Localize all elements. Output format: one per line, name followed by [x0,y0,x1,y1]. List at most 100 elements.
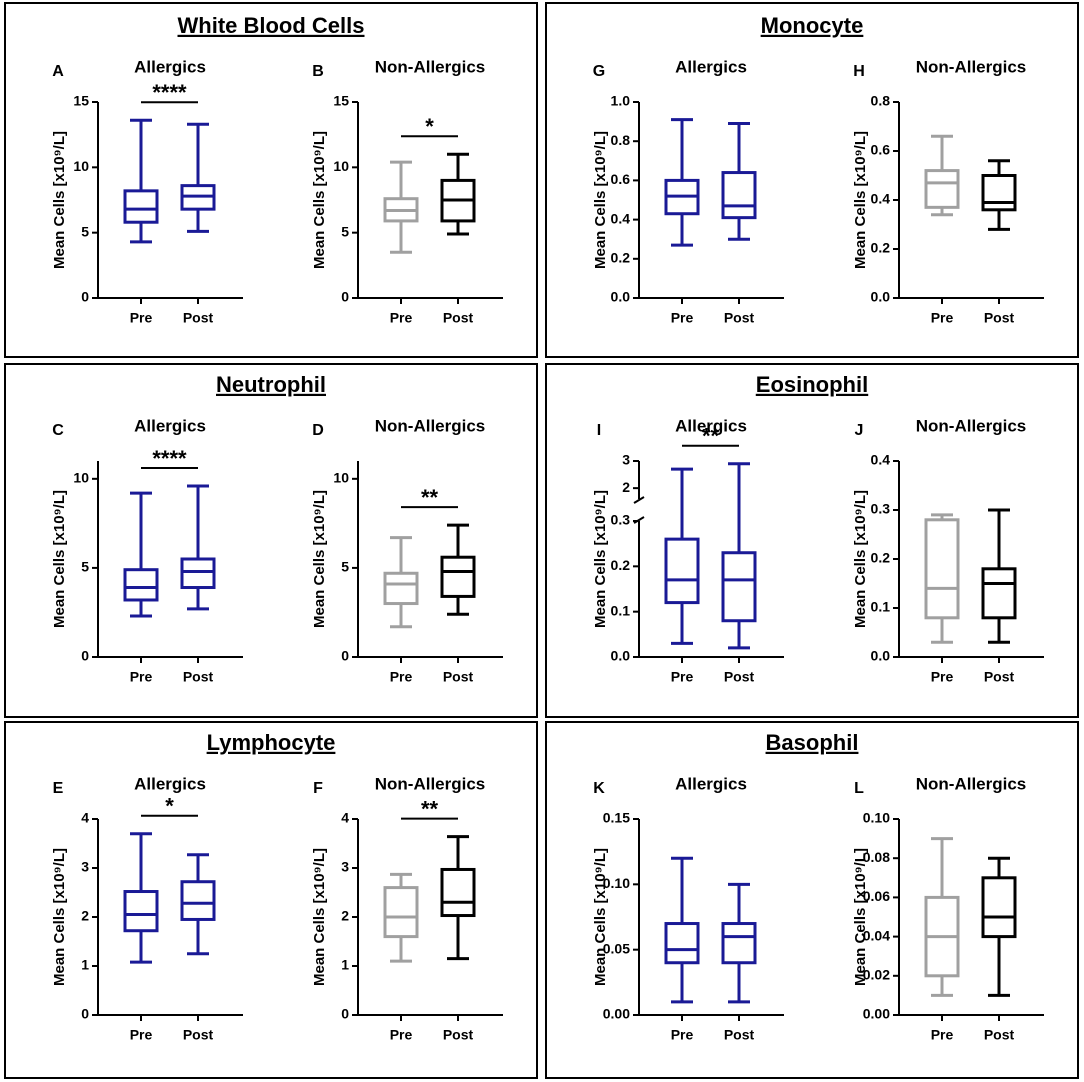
y-tick-label: 5 [81,559,89,575]
y-tick-label: 5 [341,223,349,239]
box [383,886,419,939]
x-tick-label: Pre [390,669,413,685]
y-tick-label: 0.1 [871,599,891,615]
significance-label: **** [152,446,187,471]
box [981,876,1017,939]
y-tick-label: 0.2 [871,240,891,256]
y-axis-label: Mean Cells [x10⁹/L] [51,490,68,628]
panel-title: Monocyte [761,13,864,38]
y-tick-label: 10 [73,470,89,486]
box [721,171,757,220]
panel-letter: D [312,422,324,439]
chart-title: Allergics [134,416,206,435]
box [924,518,960,620]
panel-letter: I [597,422,601,439]
y-tick-label: 1 [81,957,89,973]
y-tick-label: 0.0 [611,289,631,305]
y-tick-label: 15 [73,93,89,109]
box [123,568,159,602]
x-tick-label: Post [443,1027,474,1043]
box [123,890,159,933]
x-tick-label: Pre [390,1027,413,1043]
y-tick-label: 0.4 [871,191,891,207]
panel-frame [545,721,1079,1079]
y-tick-label: 3 [81,859,89,875]
y-tick-label: 0 [81,648,89,664]
y-axis-label: Mean Cells [x10⁹/L] [51,848,68,986]
box [440,867,476,918]
y-tick-label: 0.06 [863,888,890,904]
chart-title: Allergics [675,57,747,76]
panel-letter: A [52,63,64,80]
panel-letter: H [853,63,865,80]
box [180,880,216,921]
y-tick-label: 0.3 [871,501,891,517]
y-axis-label: Mean Cells [x10⁹/L] [311,848,328,986]
panel-letter: L [854,780,864,797]
panel-title: Lymphocyte [207,730,336,755]
chart-title: Non-Allergics [916,416,1027,435]
y-tick-label: 0.00 [863,1006,890,1022]
x-tick-label: Post [443,310,474,326]
y-tick-label: 0 [341,648,349,664]
x-tick-label: Pre [130,310,153,326]
y-tick-label: 4 [81,810,89,826]
box [981,174,1017,212]
y-tick-label: 0.2 [611,250,631,266]
chart-title: Allergics [675,774,747,793]
y-axis-label: Mean Cells [x10⁹/L] [852,490,869,628]
y-tick-label: 1.0 [611,93,631,109]
y-tick-label: 10 [333,470,349,486]
significance-label: ** [421,796,439,821]
y-tick-label: 0.08 [863,849,890,865]
box [123,189,159,224]
x-tick-label: Post [984,310,1015,326]
y-tick-label: 0 [341,289,349,305]
y-tick-label: 15 [333,93,349,109]
y-tick-label: 0.10 [603,875,630,891]
y-tick-label: 0.6 [871,142,891,158]
box [664,922,700,965]
y-tick-label: 0.0 [871,648,891,664]
significance-label: ** [421,485,439,510]
box [924,169,960,209]
panel-frame [545,2,1079,358]
chart-title: Allergics [134,57,206,76]
x-tick-label: Pre [671,1027,694,1043]
box [721,922,757,965]
x-tick-label: Pre [931,1027,954,1043]
panel-title: Eosinophil [756,372,868,397]
chart-title: Non-Allergics [375,774,486,793]
y-axis-label: Mean Cells [x10⁹/L] [852,848,869,986]
y-axis-label: Mean Cells [x10⁹/L] [592,490,609,628]
y-tick-label: 0.10 [863,810,890,826]
x-tick-label: Pre [671,310,694,326]
panel-letter: G [593,63,605,80]
chart-title: Non-Allergics [375,57,486,76]
panel-title: Basophil [766,730,859,755]
y-tick-label: 0.0 [871,289,891,305]
y-tick-label: 2 [81,908,89,924]
box [440,555,476,598]
significance-label: * [425,114,434,139]
box [383,571,419,606]
y-tick-label: 0.2 [611,557,631,573]
y-tick-label: 0 [341,1006,349,1022]
y-tick-label: 10 [333,158,349,174]
x-tick-label: Post [984,669,1015,685]
panel-frame [4,363,538,718]
box [664,537,700,605]
y-tick-label: 2 [341,908,349,924]
y-tick-label: 0 [81,289,89,305]
chart-title: Allergics [675,416,747,435]
y-tick-label: 0.4 [611,210,631,226]
x-tick-label: Pre [130,1027,153,1043]
x-tick-label: Post [724,310,755,326]
y-tick-label: 3 [622,452,630,468]
y-tick-label: 10 [73,158,89,174]
box [981,567,1017,620]
panel-letter: E [53,780,64,797]
box [721,551,757,623]
y-axis-label: Mean Cells [x10⁹/L] [852,131,869,269]
